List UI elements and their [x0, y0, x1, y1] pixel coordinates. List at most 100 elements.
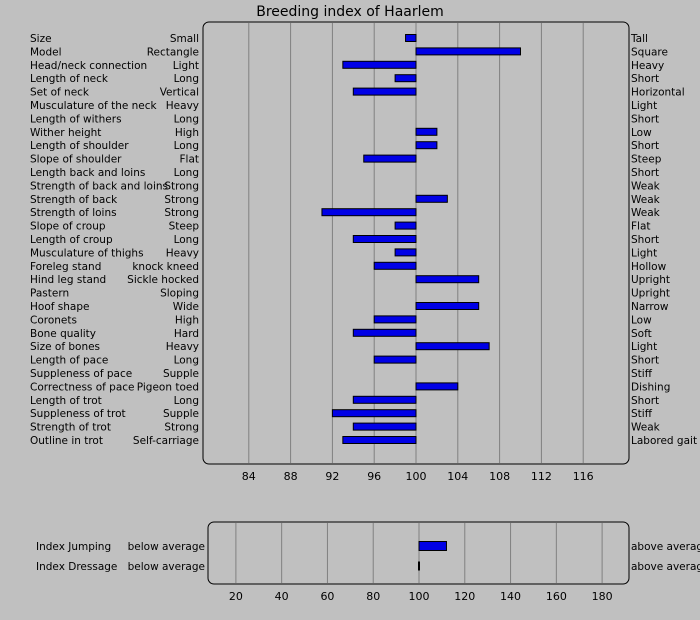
- main-high-label: Horizontal: [631, 87, 685, 99]
- main-chart-title: Breeding index of Haarlem: [256, 4, 444, 20]
- main-trait-label: Size of bones: [30, 341, 100, 353]
- main-trait-label: Coronets: [30, 314, 77, 326]
- main-low-label: Strong: [164, 422, 199, 434]
- main-trait-label: Hoof shape: [30, 301, 89, 313]
- main-trait-label: Set of neck: [30, 87, 90, 99]
- main-high-label: Stiff: [631, 408, 653, 420]
- main-tick-label: 100: [406, 470, 427, 483]
- main-high-label: Hollow: [631, 261, 667, 273]
- main-tick-label: 96: [367, 470, 381, 483]
- main-plot-frame: [202, 21, 630, 465]
- main-low-label: Heavy: [166, 100, 199, 112]
- main-bar: [415, 194, 448, 203]
- main-high-label: Short: [631, 73, 659, 85]
- main-low-label: Long: [174, 73, 199, 85]
- main-bar: [373, 315, 417, 324]
- main-low-label: Small: [170, 33, 199, 45]
- main-low-label: Strong: [164, 180, 199, 192]
- main-trait-label: Length of withers: [30, 113, 122, 125]
- main-low-label: Supple: [163, 408, 199, 420]
- main-tick-label: 116: [573, 470, 594, 483]
- main-trait-label: Musculature of the neck: [30, 100, 158, 112]
- index-high-label: above average: [631, 541, 700, 553]
- main-trait-label: Foreleg stand: [30, 261, 101, 273]
- main-high-label: Short: [631, 113, 659, 125]
- main-low-label: Light: [173, 60, 199, 72]
- main-trait-label: Pastern: [30, 288, 69, 300]
- main-bar: [352, 235, 417, 243]
- main-low-label: Steep: [169, 221, 200, 233]
- main-trait-label: Suppleness of trot: [30, 408, 126, 420]
- main-high-label: Short: [631, 355, 659, 367]
- main-low-label: Long: [174, 140, 199, 152]
- main-trait-label: Length of croup: [30, 234, 113, 246]
- main-bar: [415, 275, 480, 284]
- index-tick-label: 160: [546, 590, 567, 603]
- main-tick-label: 88: [284, 470, 298, 483]
- main-high-label: Weak: [631, 194, 661, 206]
- main-trait-label: Slope of croup: [30, 221, 106, 233]
- main-bar: [352, 422, 417, 431]
- main-high-label: Weak: [631, 207, 661, 219]
- main-trait-label: Strength of loins: [30, 207, 117, 219]
- main-trait-label: Hind leg stand: [30, 274, 106, 286]
- main-high-label: Upright: [631, 274, 670, 286]
- main-low-label: Heavy: [166, 341, 199, 353]
- index-tick-label: 40: [275, 590, 289, 603]
- main-trait-label: Model: [30, 46, 62, 58]
- index-tick-label: 180: [592, 590, 613, 603]
- main-high-label: Short: [631, 234, 659, 246]
- main-trait-label: Outline in trot: [30, 435, 103, 447]
- main-bar: [394, 248, 417, 257]
- main-high-label: Narrow: [631, 301, 669, 313]
- index-plot-frame: [207, 521, 630, 585]
- main-high-label: Light: [631, 341, 657, 353]
- main-bar: [415, 47, 521, 56]
- main-trait-label: Length of neck: [30, 73, 109, 85]
- main-trait-label: Strength of back: [30, 194, 118, 206]
- main-low-label: Wide: [173, 301, 199, 313]
- index-tick-label: 140: [500, 590, 521, 603]
- main-bar: [405, 34, 417, 42]
- main-low-label: Long: [174, 355, 199, 367]
- main-bar: [352, 87, 417, 96]
- index-high-label: above average: [631, 561, 700, 573]
- main-trait-label: Musculature of thighs: [30, 247, 144, 259]
- main-trait-label: Length back and loins: [30, 167, 145, 179]
- main-trait-label: Wither height: [30, 127, 101, 139]
- main-low-label: Flat: [179, 154, 199, 166]
- main-high-label: Low: [631, 127, 652, 139]
- main-tick-label: 84: [242, 470, 256, 483]
- main-low-label: Strong: [164, 194, 199, 206]
- main-high-label: Short: [631, 167, 659, 179]
- main-trait-label: Length of trot: [30, 395, 102, 407]
- main-tick-label: 104: [447, 470, 468, 483]
- main-bar: [342, 60, 417, 69]
- main-trait-label: Correctness of pace: [30, 381, 135, 393]
- index-tick-label: 120: [454, 590, 475, 603]
- main-high-label: Upright: [631, 288, 670, 300]
- index-bar: [418, 561, 420, 571]
- main-trait-label: Slope of shoulder: [30, 154, 122, 166]
- main-low-label: High: [175, 127, 199, 139]
- main-low-label: Rectangle: [147, 46, 199, 58]
- main-bar: [352, 395, 417, 404]
- main-high-label: Heavy: [631, 60, 664, 72]
- main-bar: [352, 328, 417, 337]
- main-tick-label: 108: [489, 470, 510, 483]
- main-high-label: Light: [631, 100, 657, 112]
- index-trait-label: Index Dressage: [36, 561, 117, 573]
- main-high-label: Tall: [630, 33, 648, 45]
- main-trait-label: Suppleness of pace: [30, 368, 132, 380]
- index-low-label: below average: [128, 541, 205, 553]
- main-bar: [415, 302, 480, 310]
- main-bar: [373, 355, 417, 364]
- main-bar: [373, 261, 417, 270]
- main-bar: [394, 221, 417, 230]
- main-bar: [331, 409, 417, 418]
- main-bar: [415, 342, 490, 351]
- index-trait-label: Index Jumping: [36, 541, 111, 553]
- main-bar: [342, 436, 417, 444]
- main-trait-label: Length of pace: [30, 355, 108, 367]
